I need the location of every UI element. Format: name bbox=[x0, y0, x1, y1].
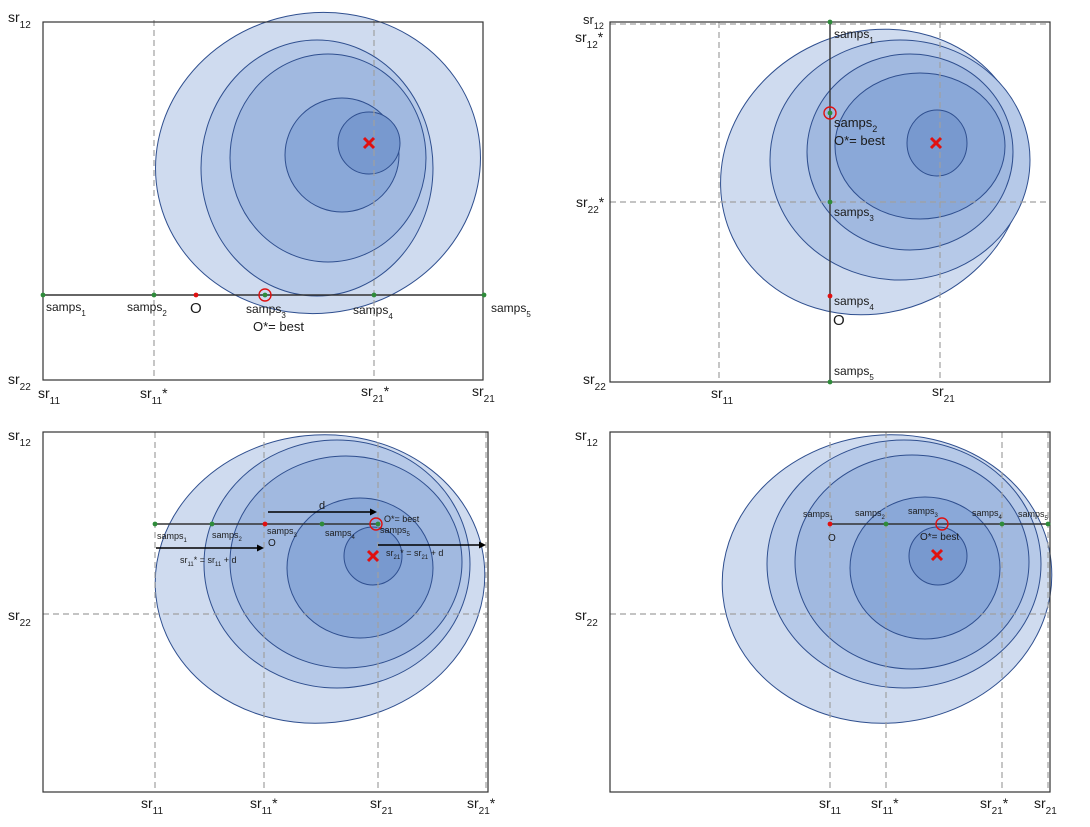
axis-label-sr22-star: sr22* bbox=[576, 194, 605, 216]
shift-arrow-d bbox=[268, 508, 377, 516]
sample-label-5: samps5 bbox=[834, 364, 874, 382]
axis-label-sr11-star: sr11* bbox=[871, 795, 899, 817]
axis-label-sr22: sr22 bbox=[575, 607, 598, 629]
shift-arrow-sr21 bbox=[378, 541, 486, 549]
axis-label-sr12-star: sr12* bbox=[575, 29, 604, 51]
red-x-icon bbox=[929, 136, 943, 150]
sample-label-2: samps2 bbox=[834, 115, 877, 134]
red-x-icon bbox=[366, 549, 380, 563]
sample-point bbox=[375, 521, 381, 527]
axis-label-sr22: sr22 bbox=[8, 371, 31, 393]
axis-label-sr11: sr11 bbox=[38, 385, 60, 407]
axis-label-sr11: sr11 bbox=[141, 795, 163, 817]
axis-label-sr12: sr12 bbox=[8, 427, 31, 449]
sample-point bbox=[151, 292, 157, 298]
origin-label: O bbox=[828, 533, 836, 544]
sample-label-3: samps3 bbox=[834, 205, 874, 223]
arrow-label-d: d bbox=[319, 500, 325, 512]
sample-label-2: samps2 bbox=[212, 530, 243, 543]
sample-label-5: samps5 bbox=[380, 525, 411, 538]
sample-label-4: samps4 bbox=[834, 294, 874, 312]
panel-frame bbox=[42, 431, 489, 793]
axis-label-sr12: sr12 bbox=[575, 427, 598, 449]
sample-label-5: samps5 bbox=[491, 301, 531, 319]
sample-label-1: samps1 bbox=[46, 300, 86, 318]
sample-point bbox=[999, 521, 1005, 527]
sample-point bbox=[481, 292, 487, 298]
panel-bottom-right: sr12 sr22 sr11 sr11* sr21* sr21 samps1 samps2 sa… bbox=[575, 427, 1057, 817]
axis-label-sr12: sr12 bbox=[8, 9, 31, 31]
panel-top-left: sr12 sr22 sr11 sr11* sr21* sr21 samps1 samps2 sa… bbox=[8, 9, 531, 407]
sample-label-1: samps1 bbox=[157, 531, 188, 544]
best-label: O*= best bbox=[384, 514, 420, 524]
sample-point bbox=[827, 379, 833, 385]
sample-point bbox=[883, 521, 889, 527]
origin-label: O bbox=[833, 312, 845, 329]
origin-label: O bbox=[190, 300, 202, 317]
axis-label-sr21: sr21 bbox=[1034, 795, 1057, 817]
shift-arrow-sr11 bbox=[156, 544, 264, 552]
panel-frame bbox=[42, 21, 484, 381]
axis-label-sr11: sr11 bbox=[711, 385, 733, 407]
red-x-icon bbox=[930, 548, 944, 562]
axis-label-sr21: sr21 bbox=[370, 795, 393, 817]
current-point bbox=[262, 521, 268, 527]
sample-point bbox=[209, 521, 215, 527]
sample-point bbox=[152, 521, 158, 527]
sample-label-2: samps2 bbox=[127, 300, 167, 318]
red-circle-icon bbox=[369, 517, 383, 531]
axis-label-sr21-star: sr21* bbox=[467, 795, 496, 817]
axis-label-sr11: sr11 bbox=[819, 795, 841, 817]
current-point bbox=[827, 521, 833, 527]
red-circle-icon bbox=[258, 288, 272, 302]
sample-label-4: samps4 bbox=[353, 303, 393, 321]
red-circle-icon bbox=[823, 106, 837, 120]
panel-bottom-left: sr12 sr22 sr11 sr11* sr21 sr21* samps1 samps2 sa… bbox=[8, 427, 496, 817]
equation-sr21-star: sr21* = sr21 + d bbox=[386, 548, 443, 561]
axis-label-sr11-star: sr11* bbox=[140, 385, 168, 407]
axis-label-sr21-star: sr21* bbox=[361, 383, 390, 405]
sample-label-3: samps3 bbox=[267, 526, 298, 539]
sample-point bbox=[827, 199, 833, 205]
axis-label-sr12: sr12 bbox=[583, 12, 604, 31]
sample-label-4: samps4 bbox=[972, 508, 1003, 521]
sample-label-4: samps4 bbox=[325, 528, 356, 541]
panel-frame bbox=[609, 431, 1051, 793]
sample-label-1: samps1 bbox=[834, 27, 874, 45]
best-label: O*= best bbox=[920, 532, 959, 543]
origin-label: O bbox=[268, 538, 276, 549]
axis-label-sr21: sr21 bbox=[472, 383, 495, 405]
axis-label-sr21-star: sr21* bbox=[980, 795, 1009, 817]
sample-point bbox=[371, 292, 377, 298]
axis-label-sr22: sr22 bbox=[583, 371, 606, 393]
sample-label-1: samps1 bbox=[803, 509, 834, 522]
sample-label-3: samps3 bbox=[246, 302, 286, 320]
current-point bbox=[827, 293, 833, 299]
sample-point bbox=[40, 292, 46, 298]
best-label: O*= best bbox=[834, 133, 885, 148]
sample-point bbox=[827, 110, 833, 116]
axis-label-sr21: sr21 bbox=[932, 383, 955, 405]
equation-sr11-star: sr11* = sr11 + d bbox=[180, 555, 237, 568]
sample-label-5: samps5 bbox=[1018, 509, 1049, 522]
current-point bbox=[193, 292, 199, 298]
sample-point bbox=[827, 19, 833, 25]
sample-point bbox=[1045, 521, 1051, 527]
best-label: O*= best bbox=[253, 319, 304, 334]
red-x-icon bbox=[362, 136, 376, 150]
red-circle-icon bbox=[935, 517, 949, 531]
axis-label-sr11-star: sr11* bbox=[250, 795, 278, 817]
sample-label-3: samps3 bbox=[908, 506, 939, 519]
sample-label-2: samps2 bbox=[855, 508, 886, 521]
axis-label-sr22: sr22 bbox=[8, 607, 31, 629]
sample-point bbox=[262, 292, 268, 298]
sample-point bbox=[319, 521, 325, 527]
